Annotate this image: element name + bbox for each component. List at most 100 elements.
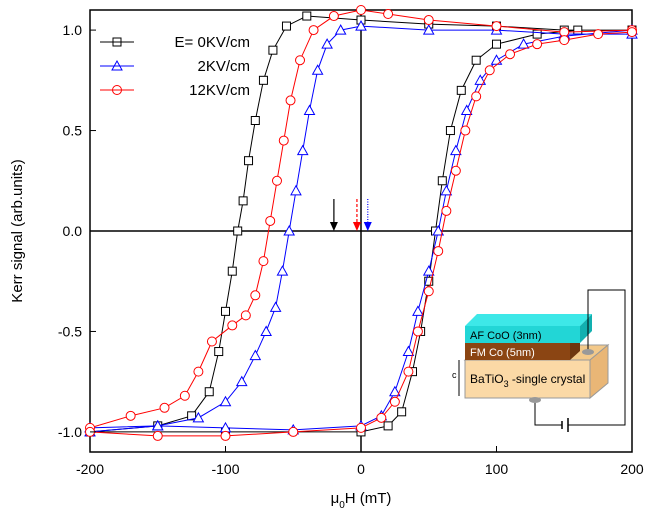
marker [389,385,401,397]
marker [412,305,424,316]
arrow-head [363,222,372,231]
marker [214,347,224,357]
marker [250,290,261,301]
marker [383,9,394,20]
marker [328,11,339,22]
marker [474,74,487,85]
marker [490,54,503,65]
marker [376,412,387,423]
x-tick-label: 200 [620,461,644,477]
marker [423,286,434,297]
marker [412,326,423,337]
marker [302,11,312,21]
marker [258,75,268,85]
marker [235,375,248,387]
marker [471,91,482,102]
marker [437,176,447,186]
marker [433,246,444,257]
electrode [582,349,594,355]
marker [402,345,415,357]
x-tick-label: 0 [357,461,365,477]
inset-label: FM Co (5nm) [470,347,535,359]
marker [258,256,269,267]
marker [283,224,296,236]
marker [278,135,289,146]
marker [265,215,276,226]
marker [159,402,170,413]
marker [281,21,291,31]
x-tick-label: 100 [485,461,509,477]
marker [193,366,204,377]
marker [244,156,254,166]
marker [221,306,230,316]
x-tick-label: -100 [211,461,239,477]
marker [290,184,302,196]
marker [484,65,495,76]
inset-diagram: c AF CoO (3nm) FM Co (5nm) BaTiO3 -singl… [452,289,626,432]
x-axis-label: H (mT) [345,490,392,507]
legend-label: E= 0KV/cm [175,34,250,51]
marker [397,407,407,417]
marker [460,125,471,136]
x-axis-label: μ0H (mT) [331,490,392,511]
marker [227,320,238,331]
x-axis-label: 0 [339,500,345,511]
marker [227,266,237,276]
marker [295,55,306,66]
marker [321,38,333,49]
marker [308,25,319,36]
marker [271,175,282,186]
series-line [89,9,633,437]
wire [568,289,626,426]
inset-label: c [452,370,457,380]
marker [440,184,453,196]
marker [204,387,214,397]
marker [424,276,434,286]
marker [532,39,543,50]
marker [152,430,163,441]
marker [356,422,366,433]
marker [450,165,461,176]
fm-front [465,343,570,360]
marker [285,95,296,106]
marker [288,426,299,437]
marker [238,196,248,206]
marker [422,24,435,35]
inset-label: BaTiO3 -single crystal [470,372,585,389]
marker [491,21,502,32]
marker [460,104,473,115]
af-front [465,326,580,343]
marker [151,419,164,431]
marker [445,126,455,136]
marker [356,5,366,15]
marker [441,205,452,216]
y-tick-label: -1.0 [58,424,82,440]
arrow-head [352,222,361,231]
inset-label: -single crystal [509,372,586,386]
arrow-head [329,222,338,231]
af-side [580,314,592,343]
marker [492,39,501,49]
marker [334,24,347,35]
marker [240,310,251,321]
y-tick-label: 0.5 [63,123,83,139]
marker [383,421,393,431]
marker [355,20,367,31]
marker [471,55,481,65]
electrode [529,397,541,403]
inset-label: 3 [504,379,509,389]
wire [534,402,562,426]
marker [269,301,282,312]
marker [220,430,231,441]
marker [192,411,205,423]
marker [179,390,190,401]
marker [250,116,260,125]
legend-label: 12KV/cm [189,82,250,99]
inset-label: AF CoO (3nm) [470,330,542,342]
marker [559,35,570,46]
marker [456,85,466,95]
marker [268,45,278,55]
y-tick-label: 1.0 [63,22,83,38]
marker [403,366,414,377]
